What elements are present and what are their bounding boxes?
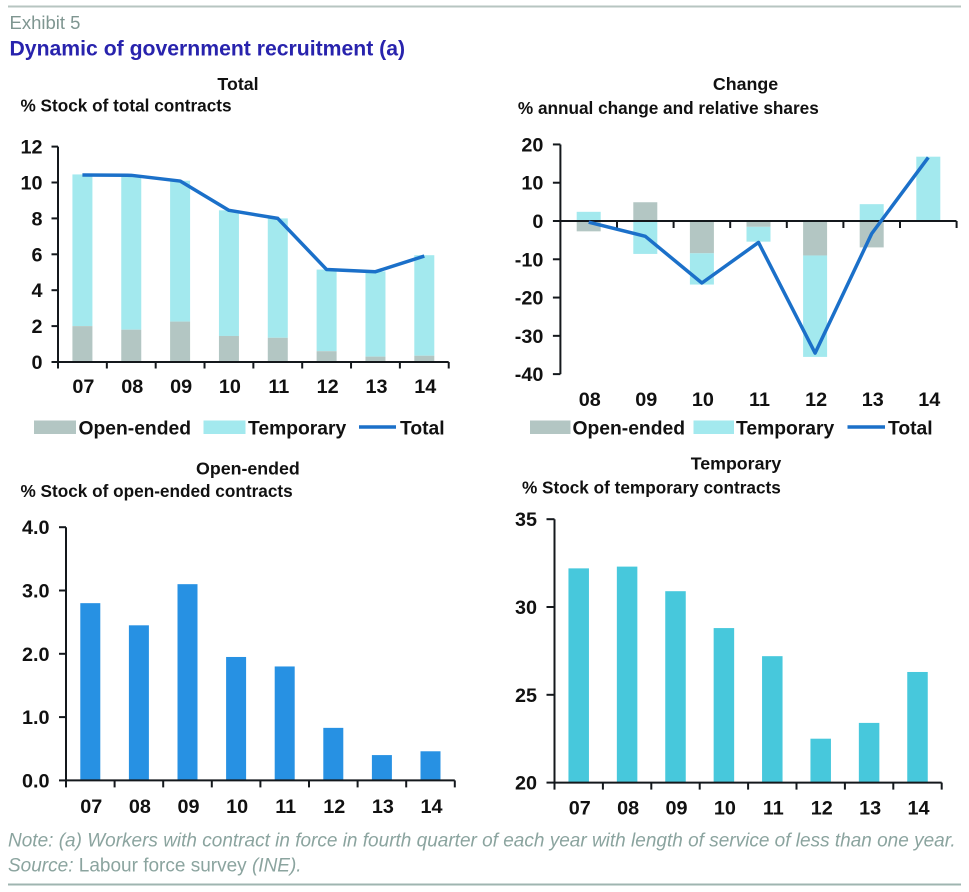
svg-text:07: 07 [80, 796, 102, 818]
svg-text:6: 6 [31, 244, 42, 266]
svg-text:14: 14 [414, 376, 436, 398]
svg-text:12: 12 [20, 137, 42, 159]
svg-text:% Stock of temporary contracts: % Stock of temporary contracts [522, 477, 781, 497]
svg-text:Change: Change [713, 74, 778, 94]
svg-text:Open-ended: Open-ended [196, 459, 300, 479]
svg-text:12: 12 [811, 798, 833, 820]
svg-text:-40: -40 [515, 364, 544, 386]
svg-text:-30: -30 [515, 326, 544, 348]
svg-text:Source: Labour force survey (I: Source: Labour force survey (INE). [8, 856, 302, 877]
svg-text:Total: Total [888, 418, 933, 439]
svg-text:20: 20 [521, 134, 543, 156]
svg-text:0.0: 0.0 [22, 770, 50, 792]
svg-text:08: 08 [617, 798, 639, 820]
svg-text:11: 11 [749, 389, 770, 411]
svg-text:10: 10 [521, 173, 543, 195]
svg-text:07: 07 [72, 376, 94, 398]
svg-text:Temporary: Temporary [248, 418, 346, 439]
svg-text:12: 12 [317, 376, 339, 398]
svg-text:Temporary: Temporary [691, 453, 782, 473]
svg-text:Open-ended: Open-ended [573, 418, 685, 439]
svg-text:Exhibit 5: Exhibit 5 [10, 12, 81, 33]
svg-text:Open-ended: Open-ended [79, 418, 191, 439]
svg-text:08: 08 [121, 376, 143, 398]
svg-text:09: 09 [665, 798, 687, 820]
svg-text:8: 8 [31, 208, 42, 230]
svg-text:4.0: 4.0 [22, 517, 50, 539]
svg-text:Temporary: Temporary [736, 418, 834, 439]
svg-text:14: 14 [918, 389, 940, 411]
svg-text:3.0: 3.0 [22, 581, 50, 603]
svg-text:10: 10 [226, 796, 248, 818]
svg-text:2: 2 [31, 316, 42, 338]
svg-text:% annual change and relative s: % annual change and relative shares [518, 98, 819, 118]
svg-text:11: 11 [763, 798, 784, 820]
svg-text:12: 12 [323, 796, 345, 818]
svg-text:Total: Total [400, 418, 445, 439]
svg-text:07: 07 [569, 798, 591, 820]
svg-text:Total: Total [217, 74, 258, 94]
svg-text:Dynamic of government recruitm: Dynamic of government recruitment (a) [10, 38, 406, 61]
svg-text:2.0: 2.0 [22, 644, 50, 666]
svg-text:4: 4 [31, 280, 42, 302]
svg-text:0: 0 [532, 211, 543, 233]
svg-text:12: 12 [805, 389, 827, 411]
svg-text:20: 20 [515, 773, 537, 795]
svg-text:35: 35 [515, 509, 537, 531]
svg-text:10: 10 [692, 389, 714, 411]
svg-text:10: 10 [20, 173, 42, 195]
svg-text:13: 13 [372, 796, 394, 818]
svg-text:Note: (a) Workers with contrac: Note: (a) Workers with contract in force… [8, 831, 956, 852]
svg-text:-20: -20 [515, 288, 544, 310]
svg-text:14: 14 [907, 798, 929, 820]
svg-text:% Stock of total contracts: % Stock of total contracts [21, 96, 232, 116]
svg-text:-10: -10 [515, 249, 544, 271]
svg-text:10: 10 [219, 376, 241, 398]
svg-text:08: 08 [579, 389, 601, 411]
svg-text:13: 13 [365, 376, 387, 398]
svg-text:25: 25 [515, 685, 537, 707]
svg-text:09: 09 [177, 796, 199, 818]
svg-text:14: 14 [420, 796, 442, 818]
svg-text:10: 10 [714, 798, 736, 820]
svg-text:08: 08 [129, 796, 151, 818]
svg-text:13: 13 [862, 389, 884, 411]
svg-text:11: 11 [275, 796, 296, 818]
svg-text:11: 11 [268, 376, 289, 398]
svg-text:1.0: 1.0 [22, 707, 50, 729]
svg-text:13: 13 [859, 798, 881, 820]
svg-text:09: 09 [170, 376, 192, 398]
svg-text:0: 0 [31, 352, 42, 374]
svg-text:30: 30 [515, 597, 537, 619]
svg-text:% Stock of open-ended contract: % Stock of open-ended contracts [21, 481, 293, 501]
svg-text:09: 09 [635, 389, 657, 411]
